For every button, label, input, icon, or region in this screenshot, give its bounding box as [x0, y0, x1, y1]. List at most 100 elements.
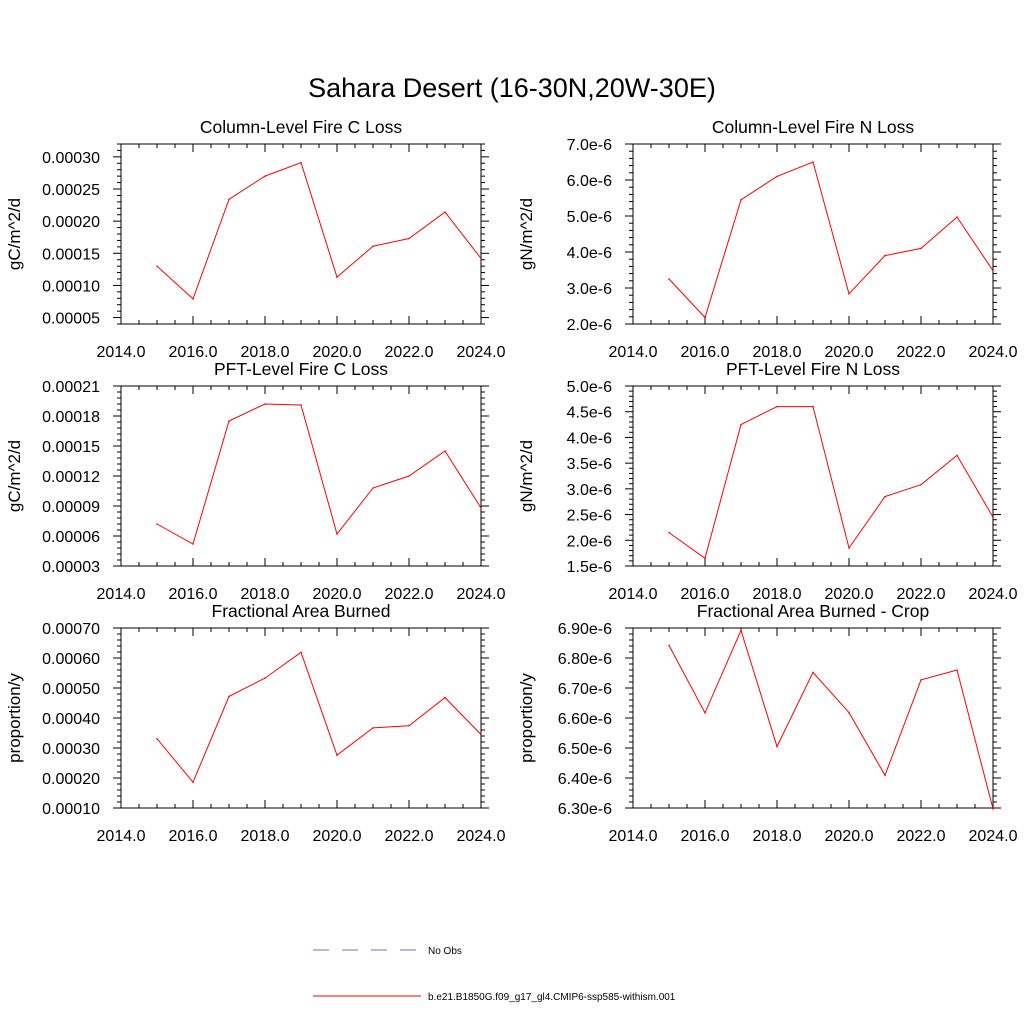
chart3-ytick-label: 0.00018 — [42, 409, 100, 426]
chart2-xtick-label: 2024.0 — [969, 344, 1018, 361]
chart3-ytick-label: 0.00015 — [42, 439, 100, 456]
chart3-data-point — [300, 404, 302, 406]
chart5-ytick-label: 0.00050 — [42, 681, 100, 698]
chart4-data-point — [776, 405, 778, 408]
chart4-panel: PFT-Level Fire N Loss gN/m^2/d 2014.0 2016.… — [517, 359, 1018, 603]
chart4-data-point — [704, 557, 706, 560]
chart5-ytick-label: 0.00040 — [42, 711, 100, 728]
chart5-ylabel: proportion/y — [5, 673, 24, 763]
chart1-data-point — [192, 298, 194, 300]
chart2-data-point — [812, 161, 814, 163]
chart3-xtick-label: 2022.0 — [385, 586, 434, 603]
chart5-panel: Fractional Area Burned proportion/y 2014.0… — [5, 601, 506, 845]
chart3-title: PFT-Level Fire C Loss — [214, 359, 388, 379]
chart5-data-point — [408, 725, 410, 727]
chart4-title: PFT-Level Fire N Loss — [726, 359, 900, 379]
chart1-ytick-label: 0.00010 — [42, 278, 100, 295]
chart4-data-point — [740, 423, 742, 426]
chart1-xtick-label: 2016.0 — [169, 344, 218, 361]
chart4-series-line — [668, 406, 994, 560]
legend-label-no-obs: No Obs — [428, 946, 462, 957]
chart2-series-line — [668, 161, 994, 319]
chart5-xtick-label: 2018.0 — [241, 828, 290, 845]
chart6-ytick-label: 6.40e-6 — [558, 771, 612, 788]
chart1-ytick-label: 0.00015 — [42, 246, 100, 263]
chart6-data-point — [740, 629, 742, 632]
chart6-xtick-label: 2016.0 — [681, 828, 730, 845]
chart4-ytick-label: 1.5e-6 — [567, 559, 612, 576]
chart1-ytick-label: 0.00030 — [42, 150, 100, 167]
chart4-ytick-label: 5.0e-6 — [567, 379, 612, 396]
chart1-xtick-label: 2014.0 — [97, 344, 146, 361]
chart3-xtick-label: 2024.0 — [457, 586, 506, 603]
chart6-data-point — [812, 671, 814, 674]
chart1-data-point — [336, 276, 338, 278]
chart2-xtick-label: 2020.0 — [825, 344, 874, 361]
chart3-data-point — [156, 523, 158, 525]
chart6-data-point — [668, 644, 670, 647]
chart2-data-point — [704, 316, 706, 319]
chart4-ytick-label: 2.5e-6 — [567, 508, 612, 525]
chart6-ytick-label: 6.80e-6 — [558, 651, 612, 668]
chart3-data-point — [264, 403, 266, 405]
chart5-ytick-label: 0.00030 — [42, 741, 100, 758]
chart2-ytick-label: 3.0e-6 — [567, 281, 612, 298]
chart6-ytick-label: 6.70e-6 — [558, 681, 612, 698]
chart5-ytick-label: 0.00020 — [42, 771, 100, 788]
chart4-data-point — [992, 516, 994, 518]
chart2-xtick-label: 2016.0 — [681, 344, 730, 361]
chart3-data-point — [444, 450, 446, 452]
chart5-xtick-label: 2024.0 — [457, 828, 506, 845]
chart6-ytick-label: 6.60e-6 — [558, 711, 612, 728]
chart5-series-line — [156, 651, 482, 784]
chart1-title: Column-Level Fire C Loss — [200, 117, 403, 137]
chart4-data-point — [956, 454, 958, 457]
chart6-data-point — [920, 679, 922, 681]
chart3-xtick-label: 2020.0 — [313, 586, 362, 603]
chart6-data-point — [956, 669, 958, 671]
chart4-data-point — [884, 495, 886, 498]
chart4-xtick-label: 2018.0 — [753, 586, 802, 603]
chart4-data-point — [848, 547, 850, 549]
chart1-xtick-label: 2018.0 — [241, 344, 290, 361]
chart6-data-point — [704, 712, 706, 714]
chart4-data-point — [920, 483, 922, 486]
chart4-ytick-label: 3.5e-6 — [567, 456, 612, 473]
chart5-frame — [120, 627, 482, 809]
chart6-ytick-label: 6.50e-6 — [558, 741, 612, 758]
chart3-data-point — [480, 507, 482, 509]
chart3-ytick-label: 0.00021 — [42, 379, 100, 396]
chart2-data-point — [848, 292, 850, 295]
chart5-xtick-label: 2020.0 — [313, 828, 362, 845]
chart6-xtick-label: 2020.0 — [825, 828, 874, 845]
chart1-data-point — [480, 257, 482, 260]
chart3-frame — [120, 385, 482, 567]
chart1-ylabel: gC/m^2/d — [5, 198, 24, 270]
chart5-data-point — [444, 696, 446, 699]
chart4-ytick-label: 4.0e-6 — [567, 430, 612, 447]
chart2-data-point — [920, 247, 922, 250]
chart1-data-point — [300, 161, 302, 164]
chart2-ytick-label: 2.0e-6 — [567, 317, 612, 334]
chart3-data-point — [228, 420, 230, 422]
chart1-ytick-label: 0.00025 — [42, 182, 100, 199]
chart5-data-point — [192, 781, 194, 783]
chart2-ytick-label: 5.0e-6 — [567, 209, 612, 226]
chart1-data-point — [156, 265, 158, 267]
chart5-data-point — [480, 733, 482, 736]
chart-panels: Column-Level Fire C Loss gC/m^2/d 2014.0 20… — [5, 117, 1018, 845]
chart5-xtick-label: 2022.0 — [385, 828, 434, 845]
chart2-ylabel: gN/m^2/d — [517, 198, 536, 270]
chart2-panel: Column-Level Fire N Loss gN/m^2/d 2014.0 20… — [517, 117, 1018, 361]
chart1-series-line — [156, 161, 482, 300]
chart3-ytick-label: 0.00009 — [42, 499, 100, 516]
legend-label-model-run: b.e21.B1850G.f09_g17_gl4.CMIP6-ssp585-wi… — [428, 992, 676, 1003]
chart4-ytick-label: 3.0e-6 — [567, 482, 612, 499]
chart6-panel: Fractional Area Burned - Crop proportion/… — [517, 601, 1018, 845]
chart2-ytick-label: 6.0e-6 — [567, 173, 612, 190]
chart3-ylabel: gC/m^2/d — [5, 440, 24, 512]
chart4-xtick-label: 2016.0 — [681, 586, 730, 603]
chart3-data-point — [336, 533, 338, 535]
chart1-ytick-label: 0.00005 — [42, 311, 100, 328]
